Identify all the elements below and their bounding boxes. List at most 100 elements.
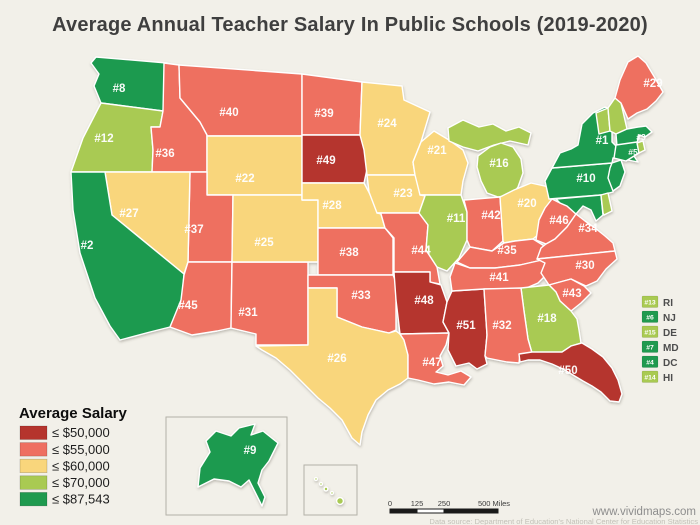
salary-legend: Average Salary ≤ $50,000 ≤ $55,000≤ $60,0… <box>19 405 128 507</box>
watermark: www.vividmaps.com <box>591 506 696 518</box>
state-label-ND: #39 <box>314 108 333 120</box>
state-label-OK: #33 <box>351 290 370 302</box>
state-MI-lower <box>476 142 524 198</box>
us-choropleth-map <box>70 55 664 507</box>
state-NJ <box>607 159 626 192</box>
legend-swatch-le70k <box>19 475 48 490</box>
state-label-MO: #44 <box>411 245 431 257</box>
state-CO <box>231 194 319 263</box>
state-CA <box>70 171 185 341</box>
alaska-inset-box <box>165 416 288 516</box>
state-HI-island <box>318 481 324 487</box>
state-label-CO: #25 <box>254 237 274 249</box>
state-label-UT: #37 <box>184 224 203 236</box>
small-state-swatch-HI <box>641 370 659 383</box>
small-state-legend: #13 RI #6 NJ #15 DE #7 MD #4 DC #14 HI <box>641 295 679 384</box>
small-state-abbr-DE: DE <box>663 328 677 339</box>
state-label-WV: #46 <box>549 215 568 227</box>
state-label-WI: #21 <box>427 145 447 157</box>
state-IN <box>463 196 504 252</box>
state-DE <box>600 192 613 216</box>
state-label-AL: #32 <box>492 320 511 332</box>
state-VA <box>536 213 616 260</box>
scale-segment-1 <box>389 508 418 514</box>
small-state-swatch-DC <box>641 355 659 368</box>
scale-segment-3 <box>443 508 499 514</box>
state-HI-island <box>323 486 329 492</box>
scale-segment-2 <box>416 508 445 514</box>
state-label-NC: #30 <box>575 260 594 272</box>
state-label-WA: #8 <box>113 83 126 95</box>
state-label-NM: #31 <box>238 307 258 319</box>
small-state-swatch-RI <box>641 295 659 308</box>
small-state-rank-DE: #15 <box>644 329 656 336</box>
legend-label-le70k: ≤ $70,000 <box>52 475 110 490</box>
small-state-abbr-DC: DC <box>663 358 677 369</box>
scale-bar: 0 125 250 500 Miles <box>388 499 510 514</box>
state-CT <box>613 141 640 162</box>
small-state-rank-MD: #7 <box>646 344 654 351</box>
state-label-CT: #5 <box>628 147 638 157</box>
state-label-VA: #34 <box>578 223 598 235</box>
state-label-FL: #50 <box>558 365 577 377</box>
small-state-swatch-MD <box>641 340 659 353</box>
legend-label-le87k: ≤ $87,543 <box>52 492 110 507</box>
state-TX <box>255 287 409 446</box>
small-state-abbr-RI: RI <box>663 298 673 309</box>
state-label-MT: #40 <box>219 107 238 119</box>
state-label-GA: #18 <box>537 313 557 325</box>
small-state-rank-NJ: #6 <box>646 314 654 321</box>
state-FL <box>518 342 623 403</box>
state-label-IN: #42 <box>481 210 500 222</box>
state-label-ID: #36 <box>155 148 174 160</box>
scale-tick-1: 125 <box>411 499 424 508</box>
small-state-rank-RI: #13 <box>644 299 656 306</box>
state-NC <box>536 250 618 287</box>
state-LA <box>399 332 472 386</box>
legend-label-le60k: ≤ $60,000 <box>52 458 110 473</box>
state-ME <box>614 55 664 120</box>
state-label-KS: #38 <box>339 247 359 259</box>
state-KS <box>317 227 394 276</box>
scale-tick-2: 250 <box>438 499 451 508</box>
state-ND <box>301 73 363 136</box>
state-label-TX: #26 <box>327 353 346 365</box>
state-label-CA: #2 <box>81 240 94 252</box>
small-state-swatch-DE <box>641 325 659 338</box>
hawaii-inset-box <box>303 464 358 516</box>
state-label-OH: #20 <box>517 198 536 210</box>
state-label-NE: #28 <box>322 200 342 212</box>
state-label-LA: #47 <box>422 357 441 369</box>
small-state-abbr-MD: MD <box>663 343 679 354</box>
page-title: Average Annual Teacher Salary In Public … <box>52 14 648 36</box>
legend-swatch-le87k <box>19 492 48 507</box>
state-label-KY: #35 <box>497 245 517 257</box>
state-label-MS: #51 <box>456 320 476 332</box>
small-state-swatch-NJ <box>641 310 659 323</box>
state-label-TN: #41 <box>489 272 509 284</box>
state-HI-island <box>335 496 345 506</box>
scale-tick-0: 0 <box>388 499 392 508</box>
legend-swatch-le55k <box>19 442 48 457</box>
small-state-rank-HI: #14 <box>644 374 656 381</box>
small-state-abbr-HI: HI <box>663 373 673 384</box>
state-label-WY: #22 <box>235 173 254 185</box>
state-label-MI: #16 <box>489 158 508 170</box>
scale-tick-3: 500 Miles <box>478 499 510 508</box>
state-label-SC: #43 <box>562 288 581 300</box>
state-WI <box>412 130 469 196</box>
legend-title: Average Salary <box>19 405 128 422</box>
state-label-AZ: #45 <box>178 300 198 312</box>
legend-swatch-le60k <box>19 458 48 474</box>
state-label-ME: #29 <box>643 78 662 90</box>
state-MI-upper <box>447 119 532 152</box>
state-label-AK: #9 <box>244 445 257 457</box>
state-label-IA: #23 <box>393 188 412 200</box>
state-label-SD: #49 <box>316 155 335 167</box>
legend-label-le50k: ≤ $50,000 <box>52 425 110 440</box>
state-label-PA: #10 <box>576 173 595 185</box>
state-label-MN: #24 <box>377 118 397 130</box>
state-label-NV: #27 <box>119 208 138 220</box>
legend-swatch-le50k <box>19 425 48 440</box>
state-HI-island <box>313 476 319 482</box>
